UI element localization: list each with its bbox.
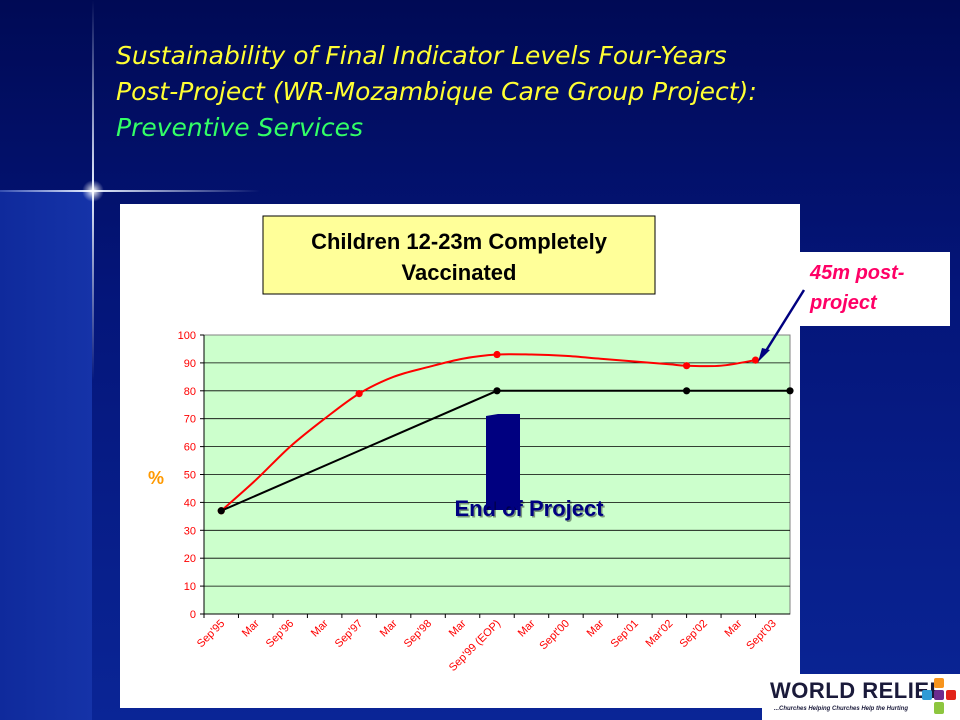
x-tick-label: Mar (516, 617, 538, 639)
x-tick-label: Sep'96 (264, 618, 296, 650)
title-line-1: Sustainability of Final Indicator Levels… (116, 41, 727, 70)
y-tick-label: 0 (190, 609, 196, 621)
chart-title-line-2: Vaccinated (402, 260, 517, 285)
x-tick-label: Mar (447, 617, 469, 639)
logo-tagline: ...Churches Helping Churches Help the Hu… (774, 706, 909, 712)
black-series-point (682, 387, 691, 395)
y-tick-label: 50 (184, 470, 196, 482)
callout-line-2: project (810, 292, 877, 314)
callout-line-1: 45m post- (810, 262, 905, 284)
red-series-point (493, 350, 501, 359)
x-tick-label: Sept'00 (537, 618, 572, 653)
x-tick-label: Mar (723, 617, 745, 639)
title-line-3: Preventive Services (116, 113, 364, 142)
x-tick-label: Mar (585, 617, 607, 639)
slide-title: Sustainability of Final Indicator Levels… (116, 38, 936, 146)
black-series-point (217, 507, 225, 515)
title-line-2: Post-Project (WR-Mozambique Care Group P… (116, 77, 757, 106)
black-series-point (786, 387, 794, 395)
red-series-point (355, 389, 363, 398)
logo-cross-icon (922, 678, 956, 714)
world-relief-logo: WORLD RELIEF ...Churches Helping Churche… (762, 674, 960, 720)
red-series-point (751, 356, 760, 364)
x-tick-label: Mar (240, 617, 262, 639)
y-tick-label: 60 (184, 442, 196, 454)
end-of-project-label: End of Project (454, 496, 604, 521)
chart-title-line-1: Children 12-23m Completely (311, 229, 608, 254)
chart-panel: Children 12-23m Completely Vaccinated 0 1… (120, 204, 800, 708)
black-series-point (493, 387, 501, 395)
post-project-callout: 45m post- project (800, 252, 950, 326)
red-series-point (682, 362, 691, 370)
y-tick-label: 30 (184, 525, 196, 537)
x-tick-label: Sep'98 (402, 618, 434, 650)
x-tick-label: Sept'03 (744, 618, 779, 653)
x-tick-label: Mar (378, 617, 400, 639)
star-flare-horizontal (0, 190, 260, 192)
x-tick-label: Mar'02 (643, 618, 675, 650)
star-glow-icon (82, 180, 104, 202)
x-tick-label: Mar (309, 617, 331, 639)
x-tick-label: Sep'01 (609, 618, 641, 650)
y-tick-label: 40 (184, 497, 196, 509)
x-tick-label: Sep'97 (333, 618, 365, 650)
logo-name: WORLD RELIEF (770, 678, 944, 703)
y-tick-label: 90 (184, 358, 196, 370)
left-band (0, 190, 92, 720)
x-tick-label: Sep'95 (195, 618, 227, 650)
y-tick-label: 70 (184, 414, 196, 426)
vaccination-chart: Children 12-23m Completely Vaccinated 0 1… (148, 215, 794, 674)
y-tick-label: 20 (184, 553, 196, 565)
y-tick-label: 80 (184, 386, 196, 398)
y-axis-label: % (148, 468, 164, 488)
end-of-project-arrow-icon (486, 414, 520, 510)
x-tick-label: Sep'02 (677, 618, 709, 650)
chart-title-box (262, 215, 656, 295)
y-tick-label: 10 (184, 581, 196, 593)
black-series-line (220, 389, 790, 512)
y-tick-label: 100 (178, 330, 196, 342)
